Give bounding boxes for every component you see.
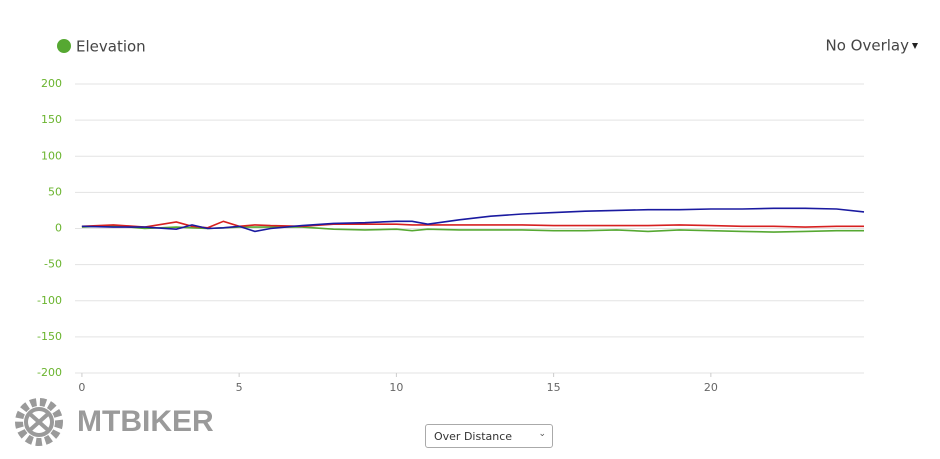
y-tick-label: -200	[37, 366, 62, 379]
y-tick-label: 200	[41, 77, 62, 90]
x-tick-label: 0	[78, 381, 85, 394]
overlay-menu[interactable]: No Overlay	[826, 37, 910, 55]
x-tick-label: 10	[389, 381, 403, 394]
logo-cross	[28, 412, 50, 432]
logo-ring	[24, 407, 54, 437]
distance-select[interactable]: Over Distance ⌄	[425, 424, 553, 448]
y-tick-label: -50	[44, 258, 62, 271]
y-tick-label: -150	[37, 330, 62, 343]
series-line	[81, 207, 865, 233]
y-tick-label: 100	[41, 149, 62, 162]
logo-gear	[15, 398, 63, 446]
select-label: Over Distance	[434, 430, 513, 443]
x-tick-label: 5	[236, 381, 243, 394]
legend-marker	[57, 39, 71, 53]
y-tick-label: 150	[41, 113, 62, 126]
logo: MTBIKER	[15, 398, 214, 446]
legend-label: Elevation	[76, 38, 146, 56]
select-arrow: ⌄	[538, 429, 546, 439]
dropdown-arrow	[912, 43, 918, 49]
logo-text: MTBIKER	[77, 405, 214, 438]
x-tick-label: 20	[704, 381, 718, 394]
y-tick-label: -100	[37, 294, 62, 307]
y-tick-label: 0	[55, 222, 62, 235]
x-tick-label: 15	[547, 381, 561, 394]
y-tick-label: 50	[48, 185, 62, 198]
